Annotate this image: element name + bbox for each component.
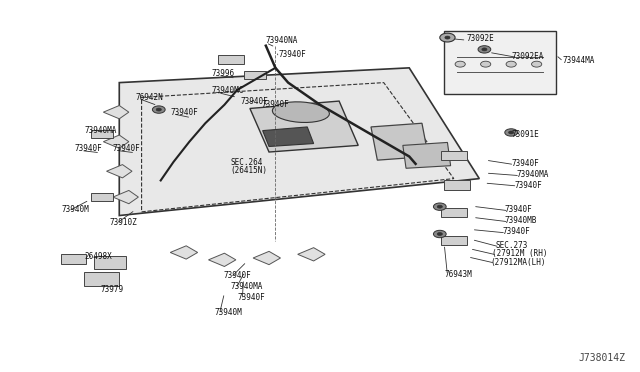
Circle shape <box>440 33 455 42</box>
Circle shape <box>441 34 454 41</box>
Bar <box>244 71 266 79</box>
Text: 73940MA: 73940MA <box>231 282 263 291</box>
Polygon shape <box>253 251 280 264</box>
Text: 73940MC: 73940MC <box>212 86 244 95</box>
Text: 73091E: 73091E <box>511 130 539 139</box>
Circle shape <box>506 61 516 67</box>
Circle shape <box>482 48 487 51</box>
Bar <box>91 130 113 138</box>
Text: 73940F: 73940F <box>505 205 532 214</box>
Circle shape <box>156 108 161 111</box>
Circle shape <box>481 61 491 67</box>
Polygon shape <box>113 190 138 204</box>
Text: 73940MA: 73940MA <box>516 170 548 179</box>
Text: 73996: 73996 <box>212 69 235 78</box>
Polygon shape <box>103 135 129 148</box>
Bar <box>61 254 86 263</box>
Polygon shape <box>371 123 428 160</box>
Text: 73940F: 73940F <box>278 51 307 60</box>
Text: 76943M: 76943M <box>444 270 472 279</box>
Bar <box>218 55 244 64</box>
Text: 73940NA: 73940NA <box>266 36 298 45</box>
Text: (27912MA(LH): (27912MA(LH) <box>491 257 547 267</box>
Bar <box>94 256 125 269</box>
Text: J738014Z: J738014Z <box>579 353 626 363</box>
Polygon shape <box>262 127 314 147</box>
Circle shape <box>433 203 446 211</box>
Text: 73940F: 73940F <box>237 293 265 302</box>
Bar <box>91 193 113 201</box>
Text: 73940F: 73940F <box>170 108 198 117</box>
Polygon shape <box>119 68 479 215</box>
Text: 76942N: 76942N <box>135 93 163 102</box>
Bar <box>444 31 556 94</box>
Text: 73940F: 73940F <box>502 227 530 236</box>
Polygon shape <box>209 253 236 266</box>
Polygon shape <box>403 142 451 168</box>
Text: 73940F: 73940F <box>511 159 539 169</box>
Polygon shape <box>170 246 198 259</box>
Text: 73940M: 73940M <box>62 205 90 215</box>
Text: (27912M (RH): (27912M (RH) <box>492 250 548 259</box>
Polygon shape <box>103 106 129 119</box>
Bar <box>444 180 470 190</box>
Text: SEC.273: SEC.273 <box>495 241 527 250</box>
Text: 73940F: 73940F <box>515 181 542 190</box>
Circle shape <box>433 230 446 238</box>
Text: 73092E: 73092E <box>467 34 494 43</box>
Circle shape <box>509 131 514 134</box>
Circle shape <box>152 106 165 113</box>
Polygon shape <box>106 164 132 178</box>
Text: 73940F: 73940F <box>261 100 289 109</box>
Circle shape <box>455 61 465 67</box>
Bar <box>441 151 467 160</box>
Ellipse shape <box>273 102 330 122</box>
Circle shape <box>532 61 541 67</box>
Text: 73940MB: 73940MB <box>505 216 537 225</box>
Polygon shape <box>250 101 358 152</box>
Circle shape <box>445 36 450 39</box>
Text: 26498X: 26498X <box>84 251 112 261</box>
Bar <box>441 236 467 245</box>
Text: 73910Z: 73910Z <box>109 218 138 227</box>
Text: 73940F: 73940F <box>75 144 102 153</box>
Text: SEC.264: SEC.264 <box>231 157 263 167</box>
Text: 73979: 73979 <box>100 285 124 294</box>
Text: 73940F: 73940F <box>241 97 268 106</box>
Text: 73940M: 73940M <box>215 308 243 317</box>
Circle shape <box>437 205 442 208</box>
Circle shape <box>505 129 518 136</box>
Bar <box>84 272 119 286</box>
Text: 73940MA: 73940MA <box>84 126 116 135</box>
Text: 73944MA: 73944MA <box>562 56 595 65</box>
Circle shape <box>437 232 442 235</box>
Text: (26415N): (26415N) <box>231 166 268 174</box>
Circle shape <box>478 46 491 53</box>
Bar <box>441 208 467 217</box>
Polygon shape <box>298 248 325 261</box>
Text: 73940F: 73940F <box>113 144 141 153</box>
Text: 73940F: 73940F <box>223 271 251 280</box>
Text: 73092EA: 73092EA <box>511 52 543 61</box>
